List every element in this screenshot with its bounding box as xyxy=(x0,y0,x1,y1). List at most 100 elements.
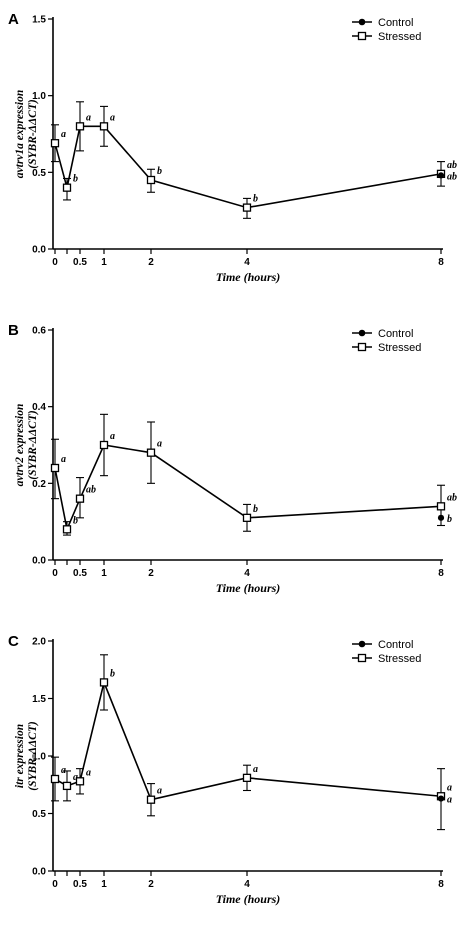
x-tick-label: 8 xyxy=(438,568,444,579)
significance-label: b xyxy=(157,166,162,177)
significance-label: a xyxy=(253,764,258,775)
x-tick-label: 0 xyxy=(52,257,58,268)
panel-letter: A xyxy=(8,11,19,28)
legend-control-marker xyxy=(358,329,366,337)
x-tick-label: 0 xyxy=(52,879,58,890)
legend-control-marker xyxy=(358,640,366,648)
x-tick-label: 4 xyxy=(244,257,250,268)
data-point-stressed xyxy=(62,781,72,791)
x-tick-label: 2 xyxy=(148,879,154,890)
x-tick-label: 4 xyxy=(244,568,250,579)
y-tick-label: 0.5 xyxy=(32,168,46,179)
data-point-stressed xyxy=(50,139,60,148)
y-axis-label: itr expression xyxy=(14,724,26,788)
legend-stressed-marker xyxy=(357,342,367,352)
series-line-stressed xyxy=(54,125,442,209)
x-tick-label: 0.5 xyxy=(73,879,87,890)
legend-control-label: Control xyxy=(378,328,413,340)
series-line-stressed xyxy=(54,679,442,801)
data-point-stressed xyxy=(75,122,85,131)
data-point-stressed xyxy=(75,777,85,786)
significance-label: b xyxy=(73,174,78,185)
data-point-stressed xyxy=(62,183,72,192)
y-tick-label: 0.6 xyxy=(32,326,46,337)
x-tick-label: 2 xyxy=(148,257,154,268)
x-tick-label: 1 xyxy=(101,257,107,268)
legend-stressed-marker xyxy=(357,653,367,663)
significance-label: b xyxy=(253,194,258,205)
significance-label: a xyxy=(447,782,452,793)
data-point-control xyxy=(437,795,445,802)
y-axis-label: avtrv1a expression xyxy=(14,90,26,178)
x-tick-label: 4 xyxy=(244,879,250,890)
x-tick-label: 1 xyxy=(101,568,107,579)
y-tick-label: 1.0 xyxy=(32,752,46,763)
x-axis-label: Time (hours) xyxy=(216,270,281,284)
y-axis-label-units: (SYBR-ΔΔCT) xyxy=(27,721,39,791)
legend-stressed-label: Stressed xyxy=(378,31,421,43)
significance-label: a xyxy=(86,767,91,778)
y-tick-label: 0.4 xyxy=(32,402,46,413)
data-point-stressed xyxy=(146,175,156,185)
data-point-stressed xyxy=(62,525,72,534)
data-point-stressed xyxy=(99,678,109,687)
significance-label: a xyxy=(157,439,162,450)
chart-panel-a: A 0.0 0.5 1.0 1.5 0 0.5 1 2 4 8 Time (hours) avtrv1a… xyxy=(8,11,457,284)
y-tick-label: 0.5 xyxy=(32,809,46,820)
y-tick-label: 1.5 xyxy=(32,694,46,705)
legend-stressed-marker xyxy=(357,31,367,41)
significance-label: a xyxy=(110,431,115,442)
significance-label: a xyxy=(86,112,91,123)
legend-stressed-label: Stressed xyxy=(378,653,421,665)
panel-letter: B xyxy=(8,322,19,339)
data-point-control xyxy=(437,172,445,179)
significance-label: b xyxy=(253,504,258,515)
legend-stressed-label: Stressed xyxy=(378,342,421,354)
significance-label-control: b xyxy=(447,514,452,525)
significance-label: a xyxy=(61,129,66,140)
legend-control-label: Control xyxy=(378,639,413,651)
x-tick-label: 8 xyxy=(438,257,444,268)
legend-control-marker xyxy=(358,18,366,26)
data-point-stressed xyxy=(242,513,252,522)
legend-control-label: Control xyxy=(378,17,413,29)
x-tick-label: 0.5 xyxy=(73,568,87,579)
data-point-stressed xyxy=(99,122,109,131)
y-tick-label: 0.0 xyxy=(32,867,46,878)
y-tick-label: 0.2 xyxy=(32,479,46,490)
significance-label: a xyxy=(110,112,115,123)
significance-label-control: ab xyxy=(447,171,457,182)
chart-panel-c: C 0.0 0.5 1.0 1.5 2.0 0 0.5 1 2 4 8 Time (hours) itr … xyxy=(8,633,452,906)
y-tick-label: 1.5 xyxy=(32,15,46,26)
x-axis-label: Time (hours) xyxy=(216,892,281,906)
y-tick-label: 2.0 xyxy=(32,637,46,648)
y-tick-label: 0.0 xyxy=(32,556,46,567)
panel-letter: C xyxy=(8,633,19,650)
data-point-stressed xyxy=(75,494,85,503)
significance-label: a xyxy=(61,454,66,465)
data-point-control xyxy=(437,514,445,521)
data-point-stressed xyxy=(146,448,156,457)
data-point-stressed xyxy=(436,502,446,511)
significance-label-control: a xyxy=(447,795,452,806)
significance-label: ab xyxy=(447,492,457,503)
x-tick-label: 1 xyxy=(101,879,107,890)
significance-label: ab xyxy=(447,160,457,171)
x-tick-label: 2 xyxy=(148,568,154,579)
data-point-stressed xyxy=(50,463,60,473)
significance-label: a xyxy=(73,772,78,783)
significance-label: b xyxy=(110,668,115,679)
y-axis-label-units: (SYBR-ΔΔCT) xyxy=(27,99,39,169)
significance-label: a xyxy=(157,786,162,797)
x-axis-label: Time (hours) xyxy=(216,581,281,595)
data-point-stressed xyxy=(242,773,252,783)
data-point-stressed xyxy=(50,774,60,784)
y-axis-label-units: (SYBR-ΔΔCT) xyxy=(27,410,39,480)
x-tick-label: 8 xyxy=(438,879,444,890)
data-point-stressed xyxy=(99,440,109,450)
x-tick-label: 0.5 xyxy=(73,257,87,268)
y-tick-label: 1.0 xyxy=(32,91,46,102)
x-tick-label: 0 xyxy=(52,568,58,579)
y-tick-label: 0.0 xyxy=(32,245,46,256)
y-axis-label: avtrv2 expression xyxy=(14,404,26,487)
